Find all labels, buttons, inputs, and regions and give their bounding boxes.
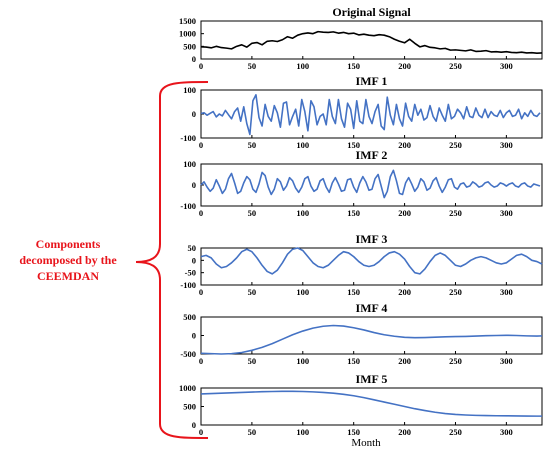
x-tick-label: 250 [449, 61, 462, 71]
panel-title: IMF 1 [356, 74, 388, 88]
x-tick-label: 200 [398, 356, 411, 366]
y-tick-label: 1500 [179, 16, 196, 26]
x-tick-label: 100 [296, 61, 309, 71]
y-tick-label: 0 [192, 180, 196, 190]
x-tick-label: 300 [500, 208, 513, 218]
series-line [200, 247, 543, 275]
annotation-line-2: decomposed by the [19, 253, 117, 267]
x-tick-label: 300 [500, 427, 513, 437]
x-tick-label: 150 [347, 140, 360, 150]
x-tick-label: 200 [398, 287, 411, 297]
x-tick-label: 50 [248, 427, 257, 437]
x-tick-label: 100 [296, 140, 309, 150]
x-tick-label: 150 [347, 208, 360, 218]
x-tick-label: 0 [199, 427, 203, 437]
x-tick-label: 50 [248, 356, 257, 366]
series-line [200, 94, 541, 136]
x-tick-label: 150 [347, 287, 360, 297]
panel-6: IMF 5 0 50 100 150 200 250 300 0 500 1000 [179, 372, 543, 437]
x-tick-label: 250 [449, 356, 462, 366]
y-tick-label: 0 [192, 420, 196, 430]
annotation-line-1: Components [36, 237, 101, 251]
x-tick-label: 50 [248, 140, 257, 150]
x-tick-label: 100 [296, 427, 309, 437]
y-tick-label: -100 [180, 201, 196, 211]
y-tick-label: -100 [180, 133, 196, 143]
y-tick-label: 50 [188, 243, 197, 253]
y-tick-label: 0 [192, 255, 196, 265]
panel-title: IMF 3 [356, 232, 388, 246]
panel-title: IMF 5 [356, 372, 388, 386]
x-tick-label: 300 [500, 287, 513, 297]
x-tick-label: 200 [398, 140, 411, 150]
x-tick-label: 50 [248, 208, 257, 218]
x-axis-label: Month [351, 437, 381, 449]
x-tick-label: 0 [199, 61, 203, 71]
y-tick-label: 0 [192, 54, 196, 64]
y-tick-label: -100 [180, 280, 196, 290]
x-tick-label: 250 [449, 427, 462, 437]
x-tick-label: 250 [449, 287, 462, 297]
x-tick-label: 100 [296, 208, 309, 218]
x-tick-label: 250 [449, 208, 462, 218]
x-tick-label: 250 [449, 140, 462, 150]
x-tick-label: 100 [296, 287, 309, 297]
x-tick-label: 200 [398, 61, 411, 71]
plot-frame [200, 247, 543, 286]
x-tick-label: 50 [248, 287, 257, 297]
y-tick-label: 500 [183, 402, 196, 412]
y-tick-label: 0 [192, 109, 196, 119]
x-tick-label: 300 [500, 61, 513, 71]
series-line [200, 390, 542, 417]
series-line [200, 30, 543, 54]
plot-frame [200, 387, 543, 426]
panel-title: Original Signal [332, 5, 411, 19]
y-tick-label: 0 [192, 331, 196, 341]
x-tick-label: 0 [199, 208, 203, 218]
x-tick-label: 0 [199, 140, 203, 150]
x-tick-label: 150 [347, 356, 360, 366]
y-tick-label: 1000 [179, 29, 196, 39]
panel-title: IMF 4 [356, 301, 388, 315]
x-tick-label: 300 [500, 356, 513, 366]
series-line [200, 169, 541, 199]
x-tick-label: 150 [347, 427, 360, 437]
y-tick-label: 100 [183, 85, 196, 95]
y-tick-label: 500 [183, 312, 196, 322]
plot-frame [200, 20, 543, 60]
x-tick-label: 150 [347, 61, 360, 71]
y-tick-label: 1000 [179, 383, 196, 393]
curly-brace [135, 81, 209, 439]
x-tick-label: 300 [500, 140, 513, 150]
x-tick-label: 0 [199, 287, 203, 297]
y-tick-label: -500 [180, 349, 196, 359]
x-tick-label: 200 [398, 208, 411, 218]
y-tick-label: 500 [183, 41, 196, 51]
x-tick-label: 50 [248, 61, 257, 71]
y-tick-label: 100 [183, 159, 196, 169]
series-line [200, 324, 543, 355]
x-tick-label: 200 [398, 427, 411, 437]
x-tick-label: 0 [199, 356, 203, 366]
panel-title: IMF 2 [356, 148, 388, 162]
x-tick-label: 100 [296, 356, 309, 366]
y-tick-label: -50 [185, 268, 196, 278]
annotation-line-3: CEEMDAN [37, 269, 99, 283]
